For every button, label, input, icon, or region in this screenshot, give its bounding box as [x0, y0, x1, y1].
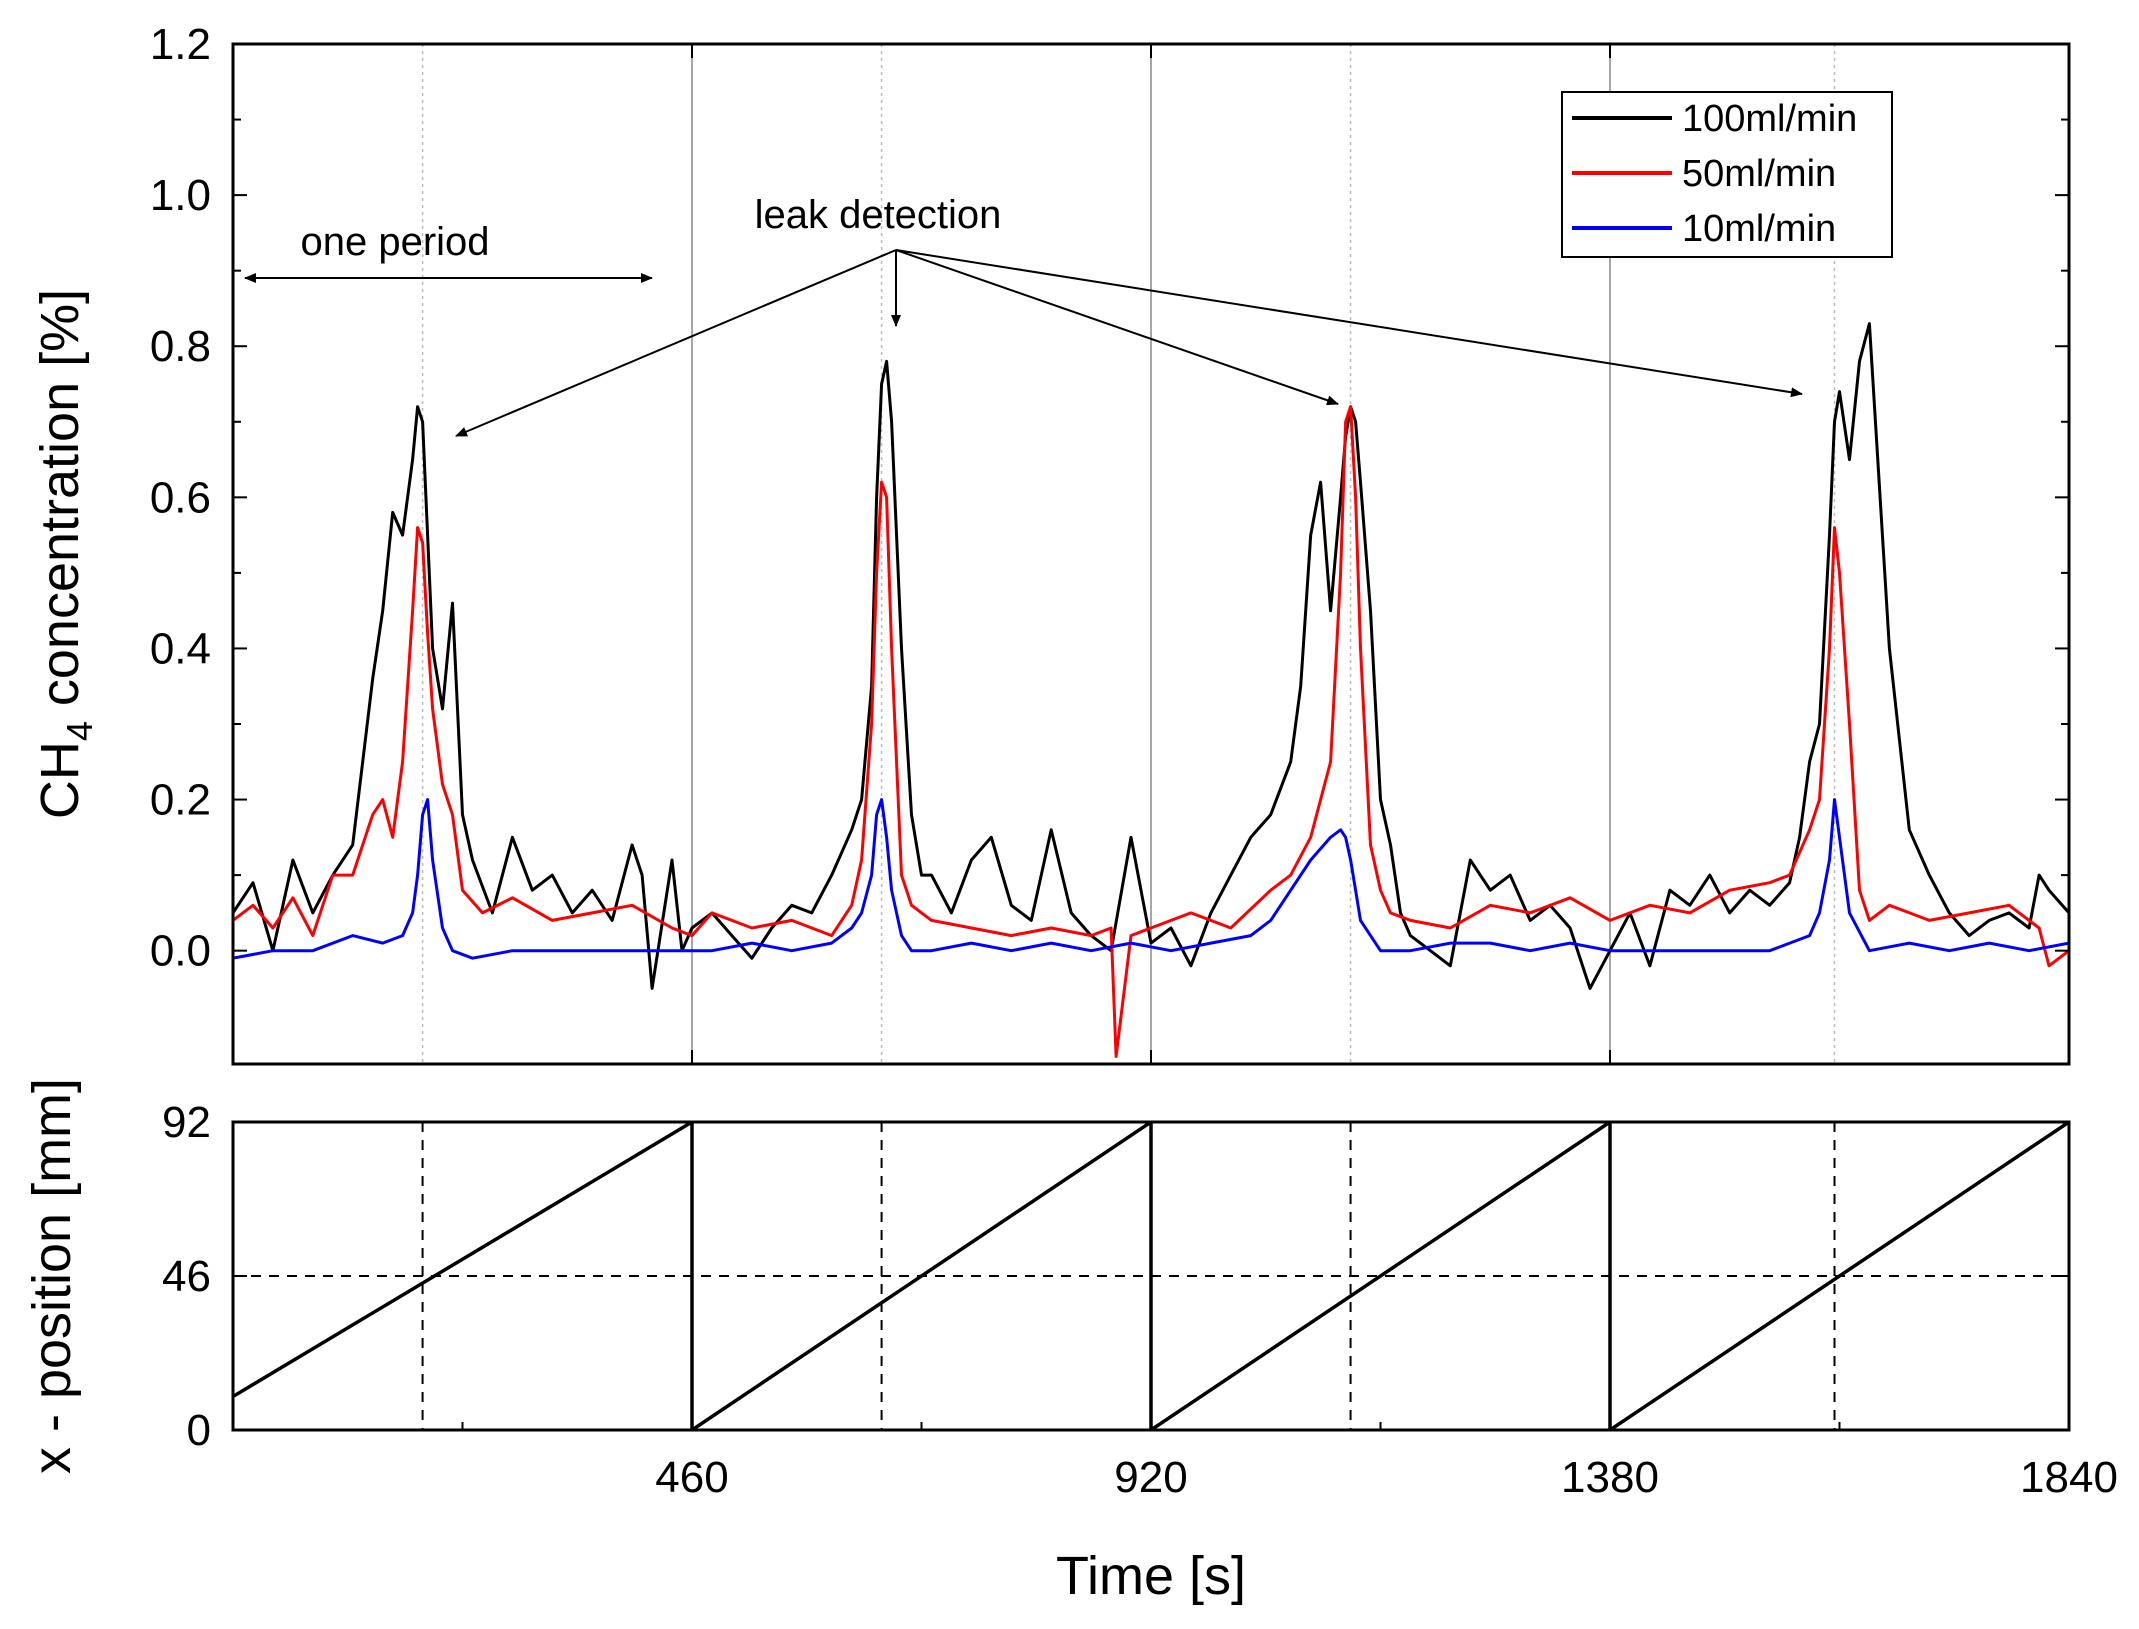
y-tick-label: 1.0: [150, 171, 211, 220]
y-tick-label: 0.0: [150, 927, 211, 976]
y-tick-label: 0.8: [150, 322, 211, 371]
series-line-10mlmin: [233, 798, 2069, 960]
legend-label-50: 50ml/min: [1682, 153, 1836, 195]
bottom-plot-frame: [231, 1120, 2071, 1432]
x-tick-label: 1380: [1561, 1453, 1659, 1502]
legend: 100ml/min 50ml/min 10ml/min: [1561, 91, 1893, 258]
y-tick-label: 1.2: [150, 20, 211, 69]
top-axis-ticks: 0.0 0.2 0.4 0.6 0.8 1.0 1.2: [150, 20, 2070, 1064]
bottom-axis-ticks: 0 46 92 460 920 1380 1840: [162, 1098, 2118, 1502]
x-axis-title: Time [s]: [1056, 1546, 1246, 1606]
x-tick-label: 460: [655, 1453, 728, 1502]
y-tick-label-bottom: 46: [162, 1252, 211, 1301]
legend-item-50: 50ml/min: [1572, 153, 1836, 195]
legend-item-10: 10ml/min: [1572, 208, 1836, 250]
leak-arrow-4: [895, 249, 1803, 398]
leak-detection-label: leak detection: [755, 193, 1002, 237]
ylabel-ch: CH: [30, 741, 90, 819]
leak-arrow-3: [895, 249, 1339, 406]
bottom-series-lines: [233, 1122, 2069, 1430]
series-line-50mlmin: [233, 405, 2069, 1058]
y-tick-label: 0.4: [150, 624, 211, 673]
legend-label-100: 100ml/min: [1682, 98, 1857, 140]
y-tick-label-bottom: 92: [162, 1098, 211, 1147]
leak-detection-annotation: leak detection: [455, 193, 1803, 437]
leak-arrow-1: [455, 249, 897, 437]
x-tick-label: 1840: [2020, 1453, 2118, 1502]
legend-label-10: 10ml/min: [1682, 208, 1836, 250]
x-tick-label: 920: [1114, 1453, 1187, 1502]
x-position-sawtooth-line: [233, 1122, 2069, 1430]
y-tick-label: 0.6: [150, 473, 211, 522]
ylabel-rest: concentration [%]: [30, 289, 90, 721]
top-series-lines: [233, 322, 2069, 1058]
y-tick-label-bottom: 0: [187, 1406, 211, 1455]
top-plot-frame: [231, 42, 2071, 1066]
bottom-y-axis-title: x - position [mm]: [22, 1078, 82, 1474]
series-line-100mlmin: [233, 322, 2069, 990]
ylabel-subscript: 4: [59, 721, 100, 741]
y-tick-label: 0.2: [150, 776, 211, 825]
legend-item-100: 100ml/min: [1572, 98, 1857, 140]
one-period-annotation: one period: [244, 220, 653, 283]
one-period-label: one period: [300, 220, 489, 264]
top-y-axis-title: CH4 concentration [%]: [30, 289, 100, 819]
